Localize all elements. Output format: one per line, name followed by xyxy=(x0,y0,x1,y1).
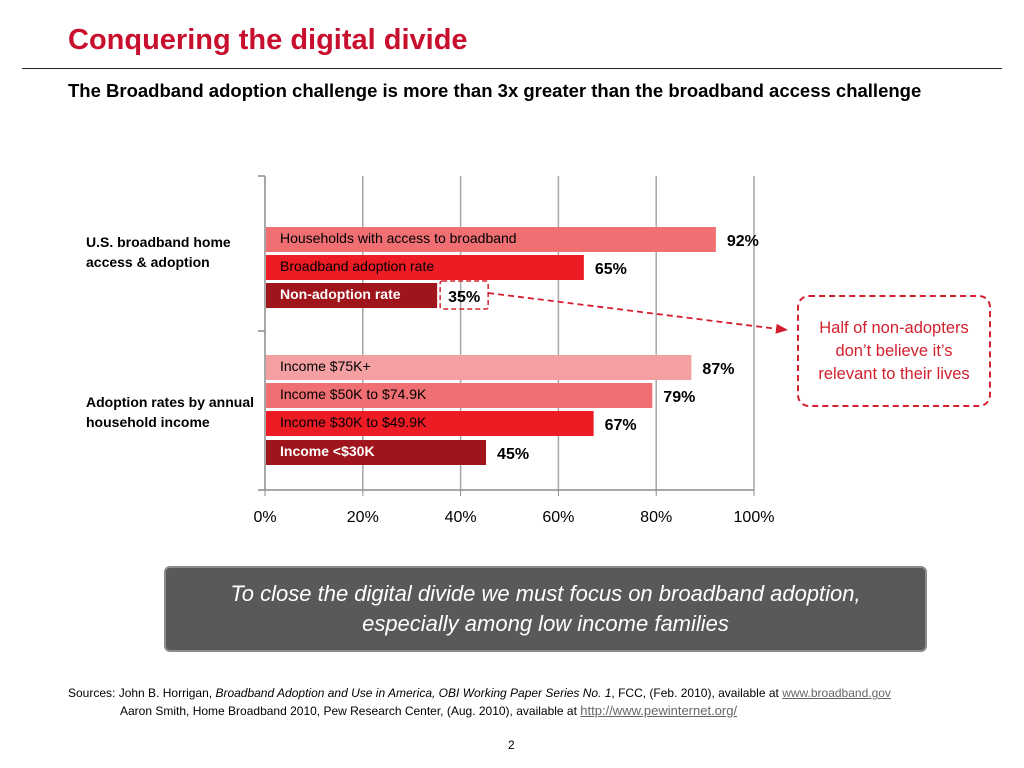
source-line-2: Aaron Smith, Home Broadband 2010, Pew Re… xyxy=(68,702,1008,720)
bar-category-label: Income $75K+ xyxy=(280,358,371,374)
chart-category-labels: Households with access to broadband Broad… xyxy=(280,230,517,459)
x-tick-label: 0% xyxy=(253,509,276,526)
bar xyxy=(266,440,487,465)
bar-category-label: Broadband adoption rate xyxy=(280,258,434,274)
bar-chart: Households with access to broadband Broad… xyxy=(253,175,788,526)
source-1-rest: , FCC, (Feb. 2010), available at xyxy=(611,686,779,700)
bar xyxy=(266,411,594,436)
x-tick-label: 100% xyxy=(734,509,775,526)
bar xyxy=(266,227,716,252)
title-divider xyxy=(22,68,1002,69)
bar-value-label: 35% xyxy=(448,289,480,306)
bar-value-label: 92% xyxy=(727,233,759,250)
bar xyxy=(266,283,438,308)
source-2-text: Aaron Smith, Home Broadband 2010, Pew Re… xyxy=(120,704,577,718)
slide-subtitle: The Broadband adoption challenge is more… xyxy=(68,80,922,101)
bar-category-label: Income $30K to $49.9K xyxy=(280,414,427,430)
bar xyxy=(266,383,653,408)
bar-value-label: 65% xyxy=(595,261,627,278)
chart-value-labels: 92% 65% 35% 87% 79% 67% 45% xyxy=(439,233,759,463)
bar-category-label: Income $50K to $74.9K xyxy=(280,386,427,402)
chart-bars xyxy=(266,227,716,465)
callout-note: Half of non-adopters don’t believe it’s … xyxy=(797,295,991,407)
source-1-author: John B. Horrigan, xyxy=(118,686,213,700)
group-label-access: U.S. broadband home access & adoption xyxy=(86,234,231,270)
bar-value-label: 87% xyxy=(702,361,734,378)
bar xyxy=(266,255,584,280)
page-number: 2 xyxy=(508,738,515,752)
highlight-box xyxy=(439,280,489,310)
source-line-1: Sources: John B. Horrigan, Broadband Ado… xyxy=(68,684,1008,702)
arrowhead xyxy=(775,323,788,334)
source-1-title: Broadband Adoption and Use in America, O… xyxy=(215,686,612,700)
x-tick-label: 40% xyxy=(445,509,477,526)
bar-category-label: Non-adoption rate xyxy=(280,286,401,302)
bar-value-label: 67% xyxy=(605,417,637,434)
sources-prefix: Sources: xyxy=(68,686,116,700)
x-tick-label: 20% xyxy=(347,509,379,526)
chart-tick-labels: 0% 20% 40% 60% 80% 100% xyxy=(253,509,774,526)
bar-category-label: Households with access to broadband xyxy=(280,230,517,246)
chart-axes xyxy=(258,175,755,496)
x-tick-label: 80% xyxy=(640,509,672,526)
callout-connector xyxy=(488,292,788,334)
x-tick-label: 60% xyxy=(542,509,574,526)
connector-line xyxy=(488,292,787,331)
source-2-link[interactable]: http://www.pewinternet.org/ xyxy=(580,703,738,718)
group-label-income: Adoption rates by annual household incom… xyxy=(86,394,255,430)
bar xyxy=(266,355,692,380)
source-1-link[interactable]: www.broadband.gov xyxy=(782,686,891,700)
slide-title: Conquering the digital divide xyxy=(68,24,468,56)
bar-value-label: 79% xyxy=(663,389,695,406)
key-message-text: To close the digital divide we must focu… xyxy=(230,581,861,636)
bar-category-label: Income <$30K xyxy=(280,443,375,459)
bar-value-label: 45% xyxy=(497,446,529,463)
sources-footnote: Sources: John B. Horrigan, Broadband Ado… xyxy=(68,684,1008,720)
key-message-box: To close the digital divide we must focu… xyxy=(164,566,927,652)
